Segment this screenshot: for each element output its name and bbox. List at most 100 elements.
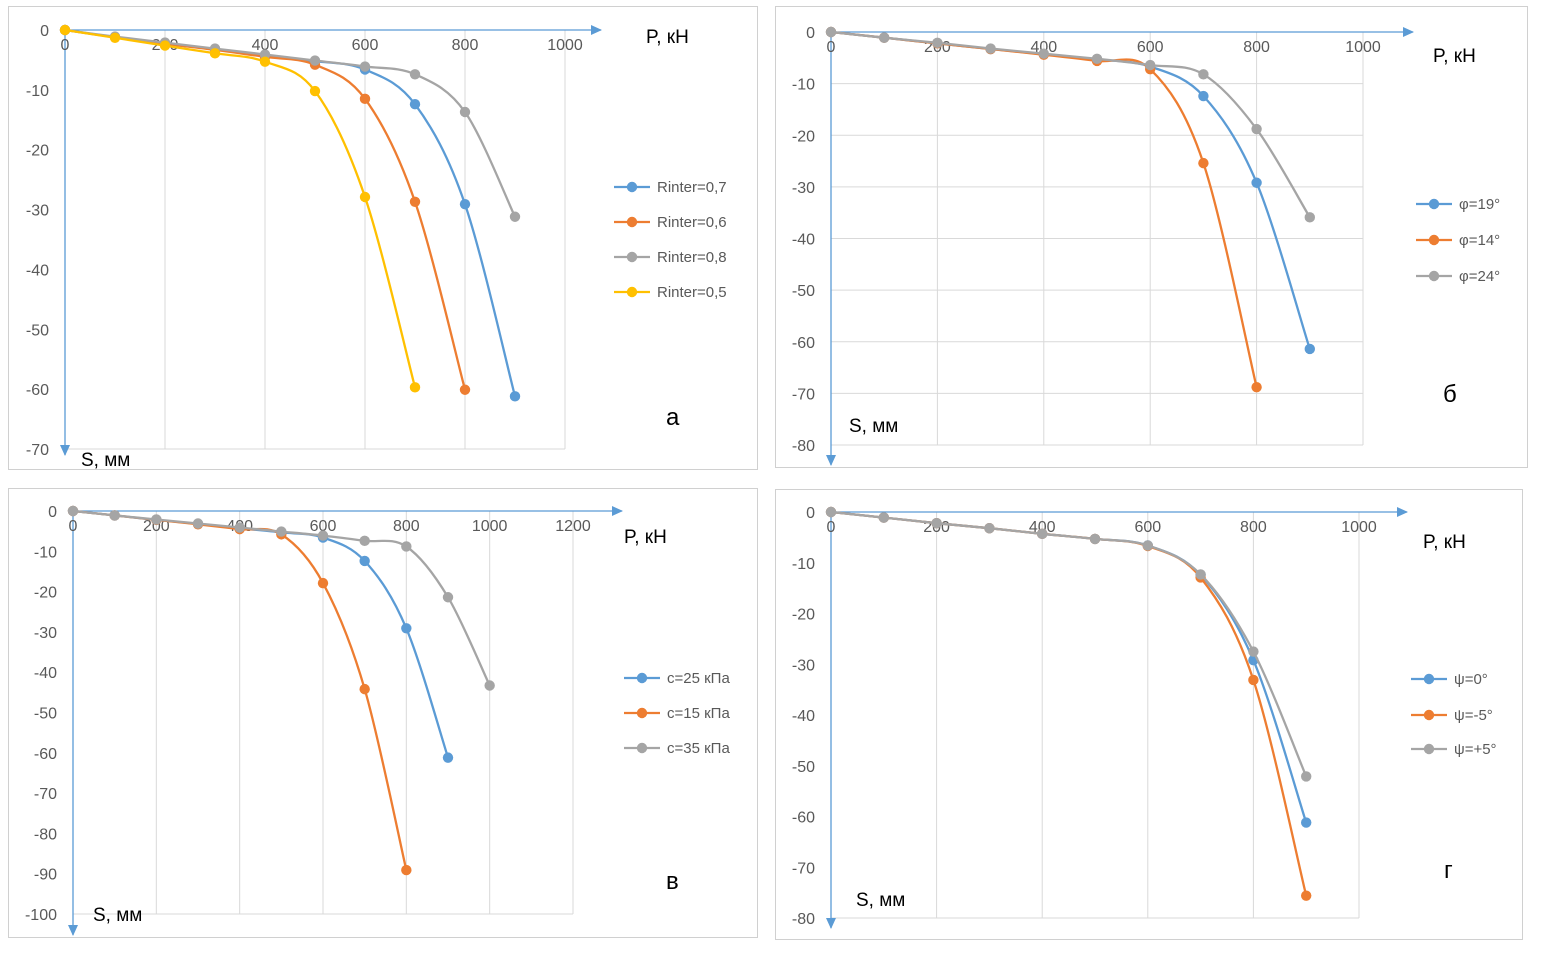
data-point [1198,157,1209,169]
x-tick-label: 1000 [472,518,508,535]
data-point [1251,123,1262,135]
x-tick-label: 600 [310,518,337,535]
x-tick-label: 600 [1134,519,1161,536]
data-point [1248,646,1259,657]
legend-label: Rinter=0,5 [657,284,727,301]
y-tick-label: -50 [792,283,815,300]
data-point [359,61,371,72]
y-tick-label: -60 [792,335,815,352]
data-point [409,69,421,80]
y-tick-label: -40 [26,262,49,279]
y-tick-label: -60 [34,746,57,763]
data-point [878,512,889,523]
panel-letter: в [666,868,679,895]
x-tick-label: 0 [69,518,78,535]
data-point [359,683,370,695]
data-point [59,24,71,36]
y-tick-label: -40 [34,665,57,682]
data-point [1195,569,1206,580]
legend-label: ψ=0° [1454,671,1488,688]
legend-marker [636,742,648,754]
series-line [64,28,517,218]
y-tick-label: -100 [25,907,57,924]
data-point [459,198,471,210]
x-tick-label: 400 [1029,519,1056,536]
legend-label: ψ=-5° [1454,707,1493,724]
panel-letter: а [666,404,680,431]
data-point [67,505,79,517]
data-point [317,530,329,541]
legend-marker [1428,270,1440,282]
data-point [1304,343,1315,355]
y-tick-label: -80 [34,826,57,843]
data-point [276,526,287,537]
y-tick-label: -30 [26,203,49,220]
x-tick-label: 800 [1240,519,1267,536]
x-tick-label: 200 [143,518,170,535]
legend-label: φ=14° [1459,232,1500,249]
legend-marker [1423,673,1435,685]
data-point [309,55,321,66]
series-line [830,510,1308,823]
series-line [64,28,417,388]
x-axis-title: P, кН [646,27,689,48]
y-tick-label: -50 [792,759,815,776]
x-axis-title: P, кН [1423,532,1466,553]
legend-marker [626,216,638,228]
data-point [1301,817,1312,828]
x-tick-label: 1000 [1341,519,1377,536]
y-tick-label: -20 [792,607,815,624]
chart-panel-b: 020040060080010000-10-20-30-40-50-60-70-… [775,6,1528,468]
y-tick-label: -20 [792,128,815,145]
chart-g-svg: 020040060080010000-10-20-30-40-50-60-70-… [792,505,1497,929]
data-point [442,592,454,603]
data-point [109,32,121,43]
data-point [1301,890,1312,901]
y-tick-label: -10 [34,544,57,561]
chart-a-svg: 020040060080010000-10-20-30-40-50-60-70P… [26,23,727,471]
data-point [259,49,271,60]
panel-letter: г [1444,857,1453,884]
x-tick-label: 0 [827,39,836,56]
data-point [1089,533,1101,545]
data-point [359,93,371,105]
legend-marker [1428,234,1440,246]
data-point [1198,90,1209,102]
x-tick-label: 1200 [555,518,591,535]
y-tick-label: -80 [792,438,815,455]
y-tick-label: -50 [26,322,49,339]
legend-label: Rinter=0,7 [657,179,727,196]
y-tick-label: -80 [792,911,815,928]
y-tick-label: -50 [34,706,57,723]
data-point [442,752,454,763]
data-point [209,48,221,59]
legend-label: Rinter=0,8 [657,249,727,266]
data-point [409,99,421,110]
y-tick-label: 0 [40,23,49,40]
series-line [830,30,1311,218]
data-point [409,382,421,393]
x-tick-label: 800 [393,518,420,535]
series-line [72,509,450,758]
data-point [1091,53,1103,65]
x-tick-label: 800 [1243,39,1270,56]
data-point [1304,212,1315,223]
data-point [459,384,471,395]
y-tick-label: -10 [26,83,49,100]
data-point [1198,69,1209,80]
x-axis-title: P, кН [1433,46,1476,67]
y-tick-label: 0 [48,504,57,521]
y-tick-label: -40 [792,232,815,249]
series-line [830,510,1308,777]
data-point [985,43,996,54]
chart-panel-v: 0200400600800100012000-10-20-30-40-50-60… [8,488,758,938]
panel-letter: б [1443,381,1457,408]
data-point [484,680,495,691]
data-point [509,211,521,222]
y-tick-label: -70 [792,386,815,403]
y-tick-label: -60 [26,382,49,399]
data-point [151,514,162,525]
legend-marker [626,286,638,298]
y-axis-title: S, мм [849,416,898,437]
y-tick-label: -30 [792,180,815,197]
